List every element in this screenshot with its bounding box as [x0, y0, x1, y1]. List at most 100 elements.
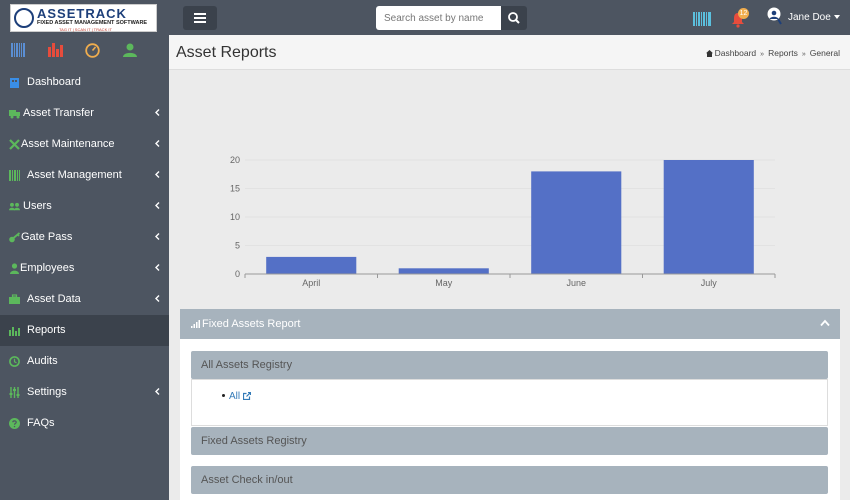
section-label: All Assets Registry: [201, 359, 293, 371]
wrench-icon: [9, 139, 20, 150]
question-icon: [9, 418, 20, 429]
user-menu-caret-icon[interactable]: [834, 15, 840, 19]
chevron-left-icon: [155, 264, 160, 271]
sidebar-toggle-button[interactable]: [183, 6, 217, 30]
sidebar: Dashboard Asset Transfer Asset Maintenan…: [0, 35, 169, 500]
barcode-icon[interactable]: [11, 43, 25, 57]
top-navbar: ASSETRACK FIXED ASSET MANAGEMENT SOFTWAR…: [0, 0, 850, 35]
user-avatar-icon[interactable]: [766, 7, 782, 25]
app-logo[interactable]: ASSETRACK FIXED ASSET MANAGEMENT SOFTWAR…: [10, 4, 157, 32]
chevron-left-icon: [155, 388, 160, 395]
bar-may: [398, 268, 489, 274]
dashboard-gauge-icon[interactable]: [85, 43, 100, 58]
bar-april: [266, 256, 357, 274]
breadcrumb-separator-icon: »: [801, 51, 806, 58]
sidebar-item-label: FAQs: [27, 417, 55, 429]
chevron-left-icon: [155, 171, 160, 178]
section-label: Fixed Assets Registry: [201, 435, 307, 447]
sidebar-item-gate-pass[interactable]: Gate Pass: [0, 222, 169, 253]
briefcase-icon: [9, 294, 20, 304]
search-button[interactable]: [501, 6, 527, 30]
logo-title: ASSETRACK: [37, 6, 127, 21]
breadcrumb-reports[interactable]: Reports: [768, 48, 798, 58]
bar-july: [663, 160, 754, 274]
chevron-up-icon[interactable]: [820, 319, 830, 327]
home-icon: [705, 50, 713, 57]
breadcrumb-separator-icon: »: [760, 51, 765, 58]
sidebar-item-label: Asset Management: [27, 169, 122, 181]
signal-bars-icon: [191, 320, 200, 328]
menu-icon: [194, 13, 206, 15]
fixed-assets-report-panel: Fixed Assets Report All Assets Registry …: [180, 309, 840, 500]
notification-count-badge: 12: [738, 8, 749, 19]
sliders-icon: [9, 387, 20, 398]
user-menu-name[interactable]: Jane Doe: [788, 12, 831, 23]
sidebar-item-label: Reports: [27, 324, 66, 336]
all-assets-link[interactable]: All: [229, 391, 241, 402]
user-icon[interactable]: [123, 43, 137, 57]
chevron-left-icon: [155, 109, 160, 116]
section-all-assets-registry[interactable]: All Assets Registry: [191, 351, 828, 379]
sidebar-item-label: Asset Transfer: [23, 107, 94, 119]
sidebar-item-settings[interactable]: Settings: [0, 377, 169, 408]
breadcrumb-dashboard[interactable]: Dashboard: [714, 48, 757, 58]
y-tick-label: 0: [235, 269, 240, 279]
bar-chart-icon[interactable]: [48, 43, 64, 57]
sidebar-item-reports[interactable]: Reports: [0, 315, 169, 346]
clock-icon: [9, 356, 20, 367]
breadcrumb: Dashboard» Reports» General: [705, 48, 840, 58]
sidebar-item-asset-data[interactable]: Asset Data: [0, 284, 169, 315]
chevron-left-icon: [155, 202, 160, 209]
search-icon: [508, 12, 520, 24]
asset-reports-bar-chart: 0 5 10 15 20 April May June July: [230, 155, 776, 288]
sidebar-item-label: Dashboard: [27, 76, 81, 88]
list-bullet: [222, 394, 225, 397]
barcode-icon: [9, 170, 20, 181]
sidebar-item-asset-transfer[interactable]: Asset Transfer: [0, 98, 169, 129]
section-fixed-assets-registry[interactable]: Fixed Assets Registry: [191, 427, 828, 455]
key-icon: [9, 232, 20, 243]
sidebar-item-label: Settings: [27, 386, 67, 398]
building-icon: [10, 78, 19, 88]
sidebar-item-audits[interactable]: Audits: [0, 346, 169, 377]
user-icon: [10, 263, 19, 274]
page-title: Asset Reports: [176, 44, 277, 61]
logo-emblem-icon: [14, 8, 34, 28]
bar-june: [531, 171, 622, 274]
y-tick-label: 20: [230, 155, 240, 165]
truck-icon: [9, 110, 20, 119]
sidebar-item-employees[interactable]: Employees: [0, 253, 169, 284]
sidebar-item-asset-maintenance[interactable]: Asset Maintenance: [0, 129, 169, 160]
sidebar-quick-icons: [0, 35, 169, 67]
sidebar-item-label: Users: [23, 200, 52, 212]
logo-tagline: TAG IT | SCAN IT | TRACK IT: [59, 27, 112, 32]
chevron-left-icon: [155, 295, 160, 302]
breadcrumb-general: General: [809, 48, 840, 58]
y-tick-label: 15: [230, 184, 240, 194]
sidebar-item-faqs[interactable]: FAQs: [0, 408, 169, 439]
section-asset-check-in-out[interactable]: Asset Check in/out: [191, 466, 828, 494]
sidebar-item-label: Gate Pass: [21, 231, 73, 243]
y-tick-label: 5: [235, 241, 240, 251]
chevron-left-icon: [155, 233, 160, 240]
users-icon: [9, 202, 20, 211]
bar-chart-icon: [9, 327, 20, 336]
x-tick-label: June: [566, 278, 586, 288]
y-tick-label: 10: [230, 212, 240, 222]
sidebar-item-label: Employees: [20, 262, 75, 274]
sidebar-item-dashboard[interactable]: Dashboard: [0, 67, 169, 98]
panel-header[interactable]: Fixed Assets Report: [180, 309, 840, 339]
sidebar-item-asset-management[interactable]: Asset Management: [0, 160, 169, 191]
search-input[interactable]: [376, 6, 501, 30]
sidebar-item-label: Asset Maintenance: [21, 138, 115, 150]
section-all-assets-registry-body: All: [191, 379, 828, 426]
x-tick-label: April: [302, 278, 320, 288]
external-link-icon[interactable]: [243, 392, 251, 400]
barcode-icon[interactable]: [693, 12, 711, 26]
section-label: Asset Check in/out: [201, 474, 293, 486]
x-tick-label: May: [435, 278, 453, 288]
x-tick-label: July: [701, 278, 718, 288]
sidebar-item-users[interactable]: Users: [0, 191, 169, 222]
sidebar-item-label: Asset Data: [27, 293, 81, 305]
chevron-left-icon: [155, 140, 160, 147]
